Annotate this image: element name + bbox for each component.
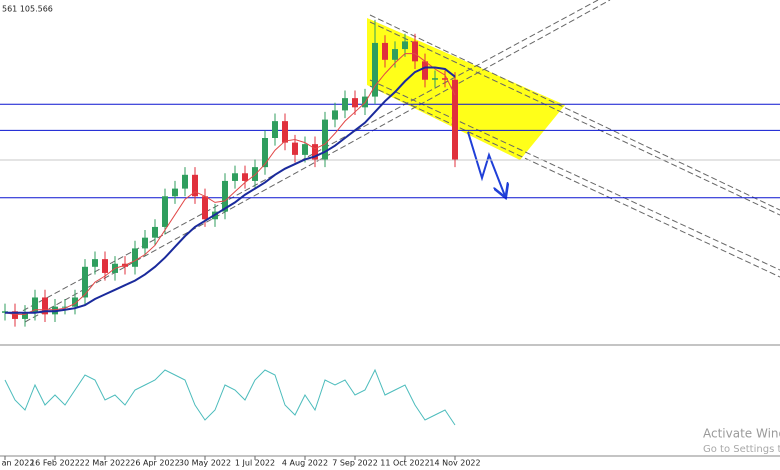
moving-average bbox=[5, 66, 456, 314]
candle-body bbox=[292, 142, 298, 155]
x-tick-label: 1 Jul 2022 bbox=[235, 459, 275, 468]
oscillator-line bbox=[4, 368, 456, 426]
x-tick-label: 4 Aug 2022 bbox=[282, 459, 328, 468]
candle-body bbox=[92, 259, 98, 267]
x-tick-label: 22 Mar 2022 bbox=[80, 459, 131, 468]
candle-body bbox=[332, 110, 338, 120]
header-text: 561 105.566 bbox=[2, 5, 53, 14]
candle-body bbox=[72, 297, 78, 307]
candle-body bbox=[172, 188, 178, 197]
candle-body bbox=[352, 98, 358, 108]
candle-body bbox=[342, 98, 348, 111]
x-tick-label: an 2022 bbox=[2, 459, 35, 468]
x-tick-label: 11 Oct 2022 bbox=[380, 459, 429, 468]
x-tick-label: 16 Feb 2022 bbox=[30, 459, 80, 468]
candle-body bbox=[432, 78, 438, 80]
candle-body bbox=[12, 311, 18, 319]
candle-body bbox=[42, 297, 48, 315]
candle-body bbox=[442, 78, 448, 80]
forecast-arrow bbox=[467, 131, 505, 196]
candle-body bbox=[82, 266, 88, 298]
candle-body bbox=[302, 144, 308, 155]
candle-body bbox=[132, 248, 138, 267]
candle-body bbox=[232, 173, 238, 181]
candle-body bbox=[142, 237, 148, 249]
candle-body bbox=[262, 138, 268, 168]
watermark-sub: Go to Settings to activate Windows. bbox=[703, 444, 780, 455]
candle-body bbox=[272, 121, 278, 138]
candle-body bbox=[162, 196, 168, 227]
candle-body bbox=[412, 41, 418, 62]
candle-body bbox=[252, 167, 258, 181]
candle-body bbox=[102, 259, 108, 273]
candle-body bbox=[392, 49, 398, 60]
candle-body bbox=[222, 180, 228, 212]
candle-body bbox=[322, 119, 328, 160]
candle-body bbox=[202, 196, 208, 220]
candle-body bbox=[22, 312, 28, 319]
candle-body bbox=[192, 174, 198, 197]
trend-lines bbox=[14, 0, 780, 323]
candle-body bbox=[312, 144, 318, 160]
candle-body bbox=[242, 173, 248, 181]
candle-body bbox=[422, 61, 428, 80]
x-tick-label: 30 May 2022 bbox=[179, 459, 231, 468]
x-tick-label: 14 Nov 2022 bbox=[429, 459, 480, 468]
watermark: Activate Windows bbox=[703, 427, 780, 441]
candle-body bbox=[282, 121, 288, 143]
candle-body bbox=[152, 226, 158, 238]
x-tick-label: 26 Apr 2022 bbox=[130, 459, 179, 468]
x-tick-label: 7 Sep 2022 bbox=[332, 459, 378, 468]
candle-body bbox=[182, 174, 188, 189]
candle-body bbox=[452, 79, 458, 160]
candle-body bbox=[372, 42, 378, 97]
candle-body bbox=[382, 42, 388, 60]
candle-body bbox=[402, 41, 408, 50]
candle-body bbox=[32, 297, 38, 313]
moving-average bbox=[4, 53, 456, 315]
candle-body bbox=[62, 306, 68, 308]
